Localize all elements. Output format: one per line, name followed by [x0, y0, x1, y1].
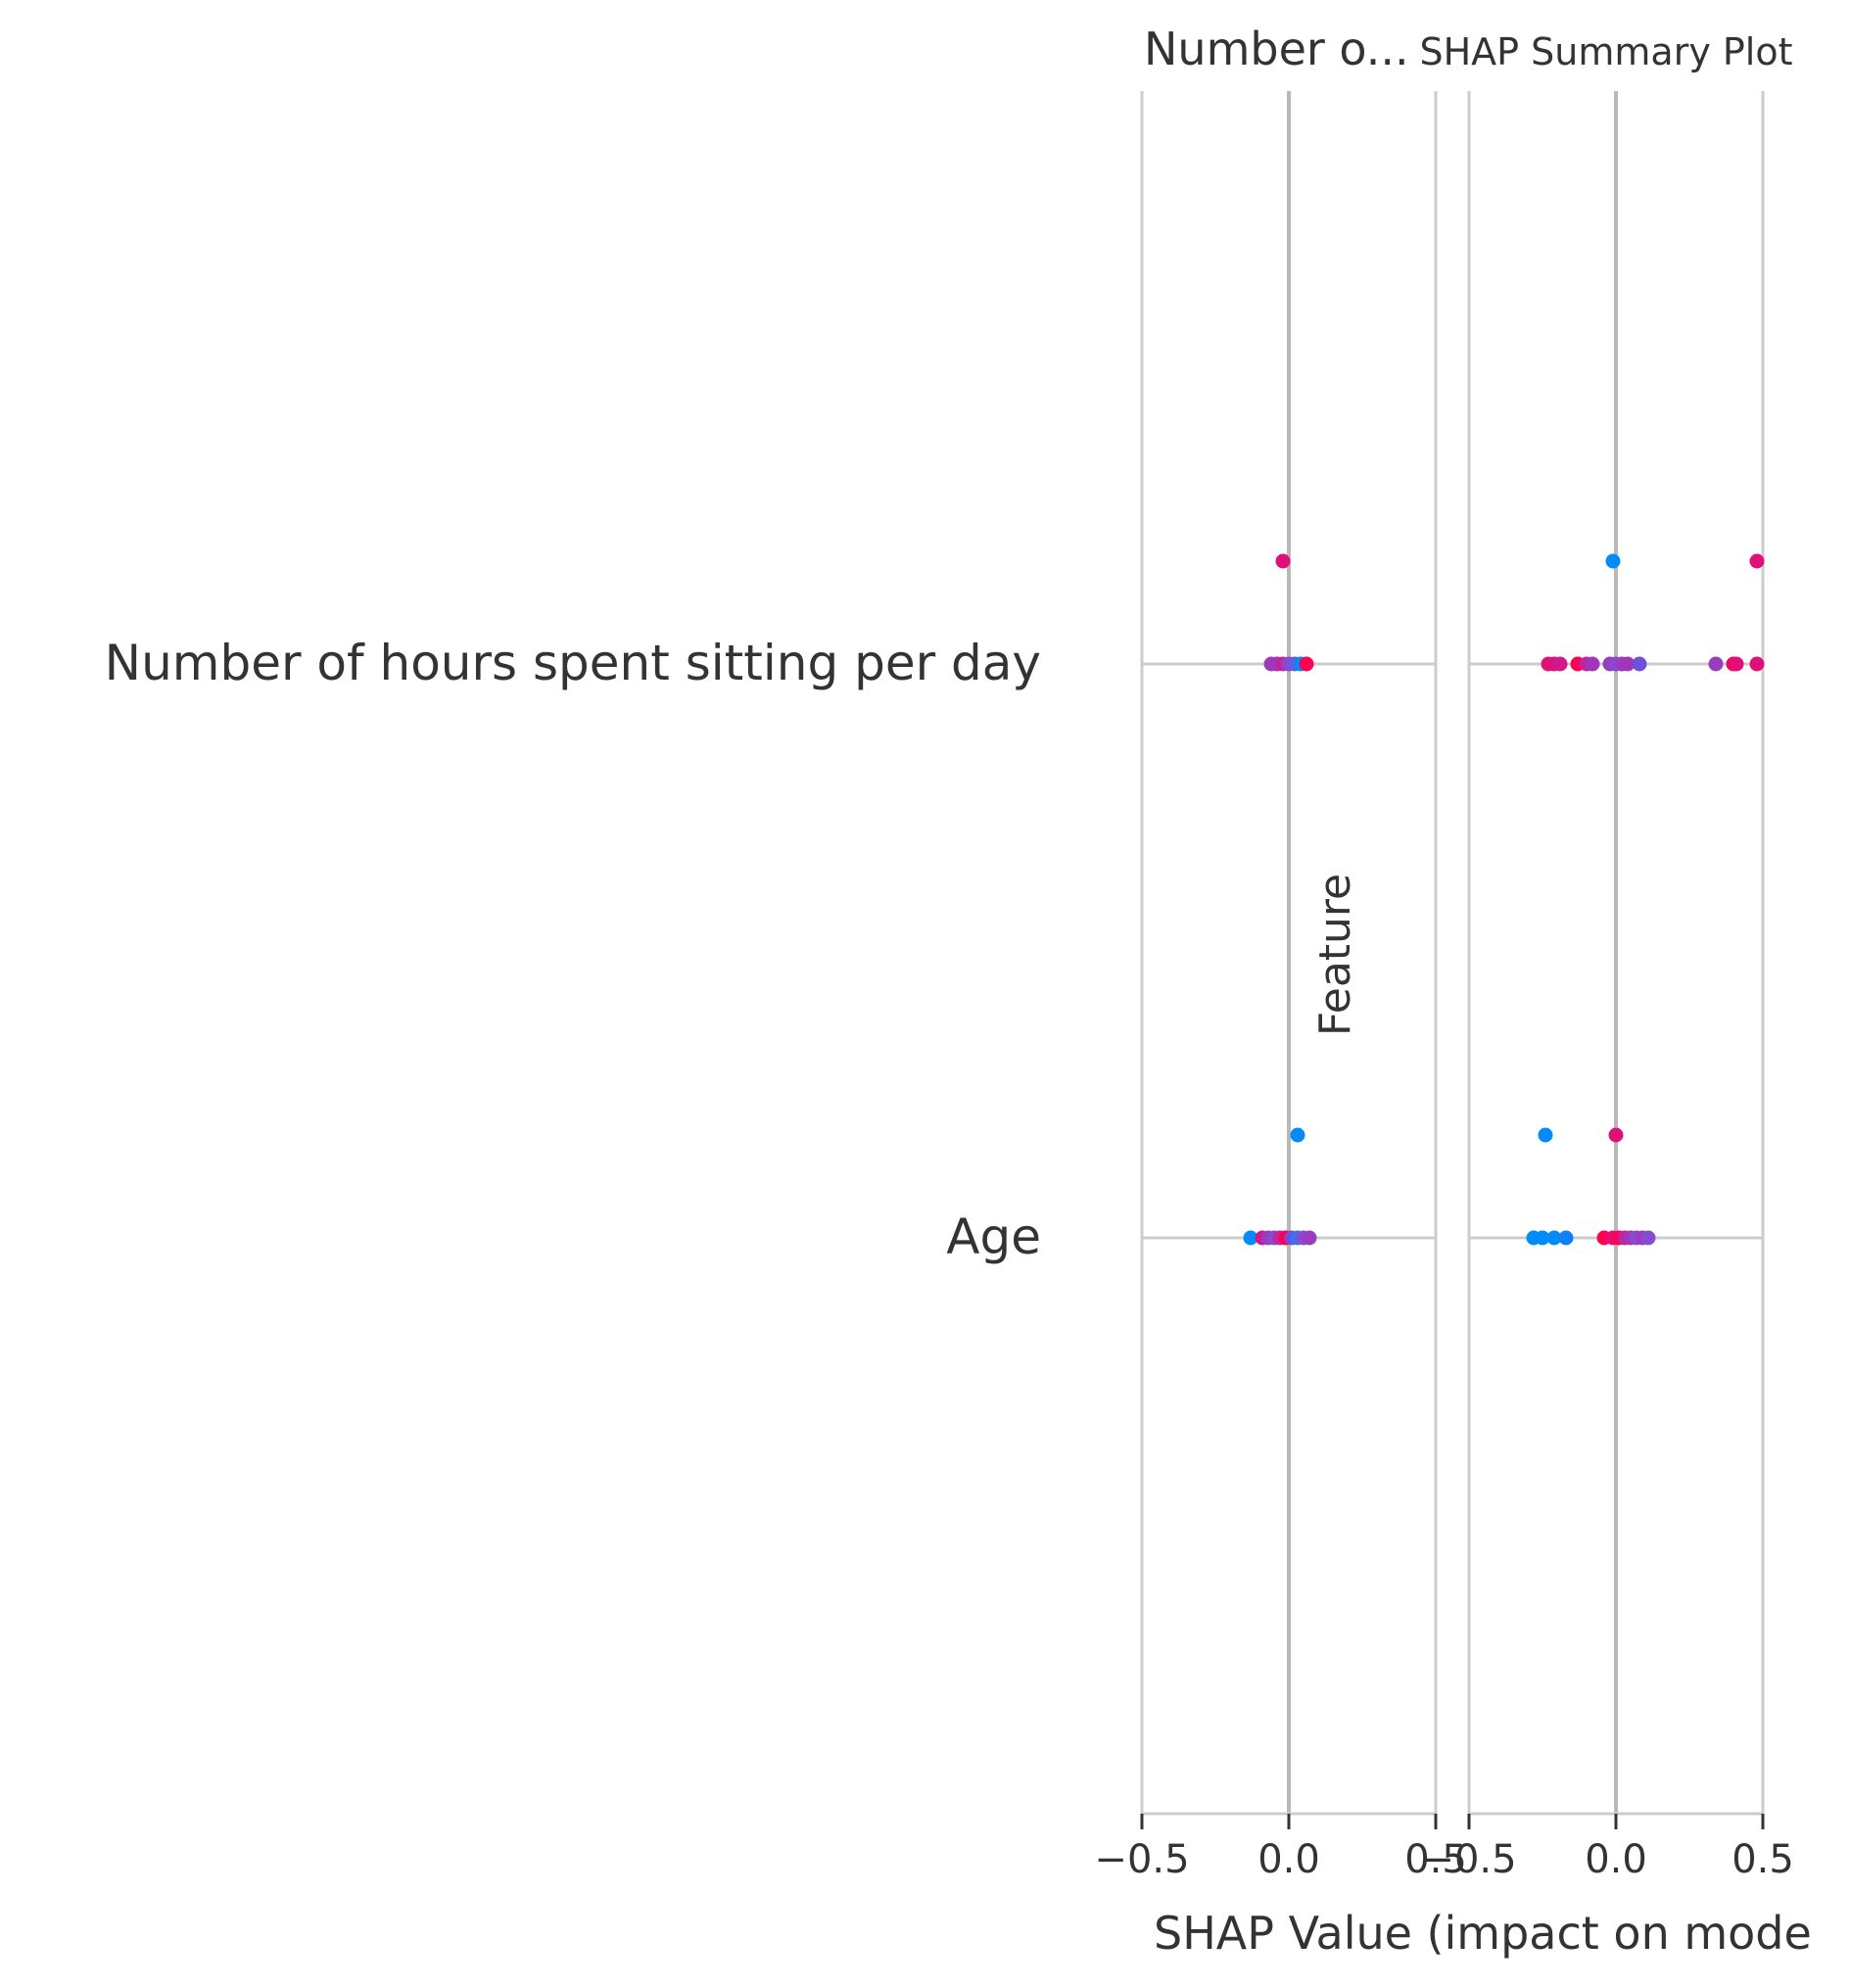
x-tick-label: −0.5: [1094, 1837, 1189, 1882]
shap-point: [1302, 1230, 1317, 1246]
panel-title: Number o...: [1144, 23, 1409, 75]
shap-point: [1275, 553, 1291, 569]
shap-point: [1749, 656, 1765, 672]
shap-point: [1729, 656, 1744, 672]
shap-point: [1585, 656, 1600, 672]
shap-point: [1535, 1230, 1550, 1246]
shap-point: [1749, 553, 1765, 569]
shap-point: [1608, 1127, 1624, 1143]
x-tick-label: 0.0: [1585, 1837, 1647, 1882]
shap-point: [1620, 656, 1636, 672]
shap-point: [1632, 656, 1647, 672]
x-tick-label: 0.0: [1257, 1837, 1320, 1882]
chart-title: SHAP Summary Plot: [1419, 30, 1792, 73]
feature-label: Age: [946, 1208, 1041, 1265]
y-axis-label: Feature: [1310, 874, 1360, 1036]
shap-point: [1538, 1127, 1553, 1143]
shap-point: [1290, 1127, 1305, 1143]
shap-point: [1708, 656, 1724, 672]
shap-point: [1640, 1230, 1656, 1246]
shap-point: [1299, 656, 1314, 672]
shap-point: [1243, 1230, 1258, 1246]
x-tick-label: 0.5: [1731, 1837, 1794, 1882]
shap-point: [1558, 1230, 1574, 1246]
right-panel: −0.5 0.0 0.5: [1421, 91, 1794, 1882]
x-tick-label: 0.5: [1404, 1837, 1467, 1882]
feature-labels: Number of hours spent sitting per day Age: [105, 635, 1041, 1265]
x-axis-label: SHAP Value (impact on mode: [1154, 1907, 1812, 1960]
shap-point: [1552, 656, 1568, 672]
shap-point: [1605, 553, 1621, 569]
feature-label: Number of hours spent sitting per day: [105, 635, 1041, 691]
shap-point: [1546, 1230, 1562, 1246]
left-panel: −0.5 0.0 0.5 Number o...: [1094, 23, 1466, 1882]
x-tick-label: −0.5: [1421, 1837, 1516, 1882]
